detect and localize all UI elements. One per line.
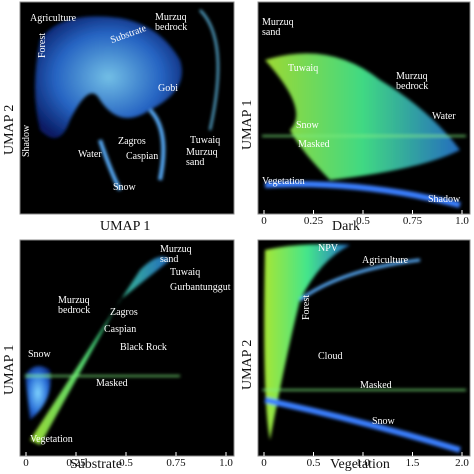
annotation: Shadow — [21, 124, 32, 157]
annotation: Zagros — [118, 136, 146, 147]
x-tick-label: 0.75 — [166, 457, 186, 469]
annotation: Agriculture — [30, 13, 77, 24]
x-tick-label: 1.0 — [455, 215, 469, 227]
annotation: Water — [432, 111, 456, 122]
x-axis-label: Dark — [332, 219, 360, 234]
annotation: Shadow — [428, 194, 461, 205]
annotation: Caspian — [126, 151, 159, 162]
x-axis-label: UMAP 1 — [100, 219, 151, 234]
x-tick-label: 0 — [261, 215, 267, 227]
annotation: Tuwaiq — [190, 135, 221, 146]
x-tick-label: 0.75 — [402, 215, 423, 227]
annotation: NPV — [318, 243, 339, 254]
annotation: Forest — [37, 33, 48, 58]
annotation: Murzuq bedrock — [155, 12, 188, 33]
annotation: Black Rock — [120, 342, 167, 353]
annotation: Murzuq sand — [262, 17, 294, 38]
annotation: Tuwaiq — [170, 267, 201, 278]
annotation: Gobi — [158, 83, 178, 94]
panel-backgrounds — [19, 1, 471, 457]
x-tick-label: 0.5 — [356, 215, 370, 227]
annotation: Snow — [28, 349, 51, 360]
x-tick-label: 0.25 — [303, 215, 324, 227]
annotation: Forest — [301, 295, 312, 320]
annotation: Agriculture — [362, 255, 409, 266]
x-axis-label: Substrate — [70, 457, 123, 472]
x-tick-label: 1.0 — [356, 457, 370, 469]
annotation: Masked — [298, 139, 330, 150]
annotation: Murzuq sand — [186, 147, 218, 168]
annotation: Masked — [96, 378, 128, 389]
x-tick-label: 0 — [23, 457, 29, 469]
x-tick-label: 1.5 — [405, 457, 420, 469]
annotation: Masked — [360, 380, 392, 391]
annotation: Snow — [113, 182, 136, 193]
annotation: Murzuq sand — [160, 244, 192, 265]
annotation: Murzuq bedrock — [396, 71, 429, 92]
annotation: Caspian — [104, 324, 137, 335]
annotation: Tuwaiq — [288, 63, 319, 74]
x-tick-label: 0.5 — [306, 457, 321, 469]
annotation: Snow — [296, 120, 319, 131]
annotation: Water — [78, 149, 102, 160]
x-tick-label: 2.0 — [455, 457, 469, 469]
annotation: Gurbantunggut — [170, 282, 231, 293]
annotation: Vegetation — [262, 176, 305, 187]
density-shapes — [25, 9, 466, 453]
x-tick-label: 1.0 — [219, 457, 233, 469]
annotation: Murzuq bedrock — [58, 295, 91, 316]
x-tick-label: 0.5 — [119, 457, 133, 469]
y-axis-label: UMAP 2 — [2, 104, 17, 155]
x-tick-label: 0.25 — [66, 457, 86, 469]
x-axis-label: Vegetation — [330, 457, 390, 472]
x-tick-label: 0 — [261, 457, 267, 469]
annotation: Cloud — [318, 351, 343, 362]
y-axis-label: UMAP 1 — [2, 344, 17, 395]
y-axis-label: UMAP 2 — [240, 339, 255, 390]
annotation: Snow — [372, 416, 395, 427]
annotation: Zagros — [110, 307, 138, 318]
y-axis-label: UMAP 1 — [240, 99, 255, 150]
annotation: Vegetation — [30, 434, 73, 445]
